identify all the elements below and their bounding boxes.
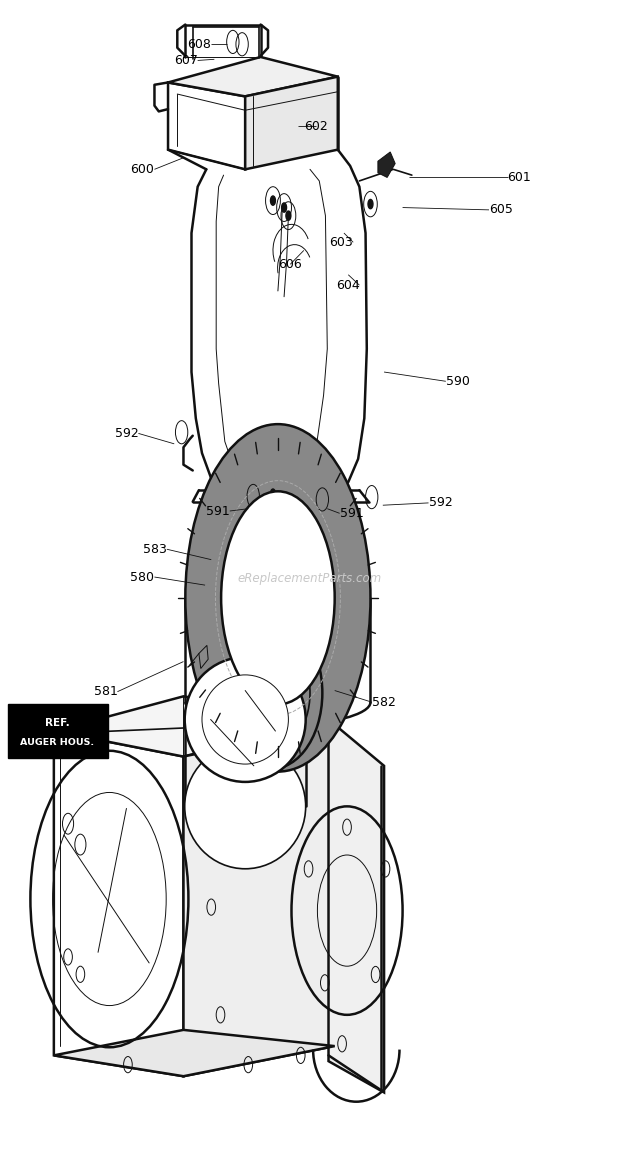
Text: 591: 591 xyxy=(206,505,230,518)
FancyBboxPatch shape xyxy=(7,705,107,758)
Text: 600: 600 xyxy=(131,163,154,175)
Text: 583: 583 xyxy=(143,542,167,556)
Circle shape xyxy=(368,200,373,209)
Polygon shape xyxy=(184,726,335,1076)
Circle shape xyxy=(221,491,335,705)
Circle shape xyxy=(281,203,286,212)
Polygon shape xyxy=(168,82,245,170)
Text: 606: 606 xyxy=(278,258,302,271)
Text: 603: 603 xyxy=(329,236,353,248)
Circle shape xyxy=(185,424,371,772)
Text: eReplacementParts.com: eReplacementParts.com xyxy=(238,571,382,585)
Polygon shape xyxy=(199,646,208,669)
Circle shape xyxy=(270,489,275,498)
Text: 581: 581 xyxy=(94,685,117,698)
Text: 607: 607 xyxy=(174,53,198,67)
Text: 590: 590 xyxy=(446,375,470,388)
Polygon shape xyxy=(54,1030,335,1076)
Polygon shape xyxy=(329,720,384,1093)
Polygon shape xyxy=(54,731,184,1076)
Ellipse shape xyxy=(185,657,306,781)
Text: 592: 592 xyxy=(428,497,452,510)
Polygon shape xyxy=(54,697,329,757)
Ellipse shape xyxy=(185,744,306,868)
Text: 601: 601 xyxy=(508,171,531,183)
Text: AUGER HOUS.: AUGER HOUS. xyxy=(20,738,95,748)
Circle shape xyxy=(270,196,275,205)
Polygon shape xyxy=(245,77,338,170)
Text: REF.: REF. xyxy=(45,717,70,728)
Text: 580: 580 xyxy=(130,570,154,584)
Text: 582: 582 xyxy=(372,695,396,708)
Polygon shape xyxy=(168,57,338,96)
Polygon shape xyxy=(378,152,395,178)
Circle shape xyxy=(286,211,291,221)
Text: 604: 604 xyxy=(335,279,360,291)
Text: 605: 605 xyxy=(489,203,513,216)
Text: 608: 608 xyxy=(187,38,211,51)
Ellipse shape xyxy=(202,675,288,764)
Text: 592: 592 xyxy=(115,427,138,440)
Text: 591: 591 xyxy=(340,507,363,520)
Text: 602: 602 xyxy=(304,120,328,134)
